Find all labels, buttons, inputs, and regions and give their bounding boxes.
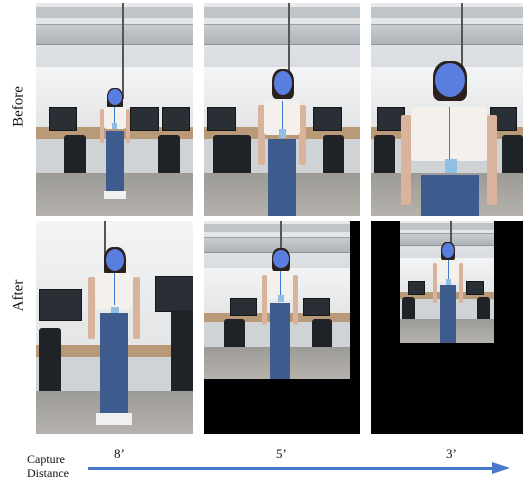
face-blur: [273, 250, 289, 268]
tick-5ft: 5’: [276, 446, 287, 461]
face-blur: [106, 249, 124, 271]
face-blur: [274, 71, 292, 95]
face-blur: [442, 243, 454, 258]
distance-arrow-line: [88, 467, 493, 470]
before-3ft-photo: [371, 3, 523, 216]
row-label-before: Before: [10, 86, 27, 127]
person-figure: [98, 87, 132, 203]
before-8ft-photo: [36, 3, 193, 216]
tick-8ft: 8’: [114, 446, 125, 461]
person-figure: [84, 245, 144, 427]
after-5ft-photo: [204, 221, 360, 434]
person-figure: [432, 241, 464, 343]
tick-3ft: 3’: [446, 446, 457, 461]
after-8ft-photo: [36, 221, 193, 434]
person-figure: [260, 247, 300, 379]
row-label-after: After: [10, 279, 27, 312]
capture-distance-label: Capture Distance: [27, 452, 69, 480]
face-blur: [435, 63, 465, 97]
after-3ft-photo: [371, 221, 523, 434]
person-figure: [397, 59, 501, 216]
face-blur: [108, 89, 122, 105]
before-5ft-photo: [204, 3, 360, 216]
person-figure: [252, 67, 312, 216]
distance-arrow-head: [492, 462, 510, 474]
